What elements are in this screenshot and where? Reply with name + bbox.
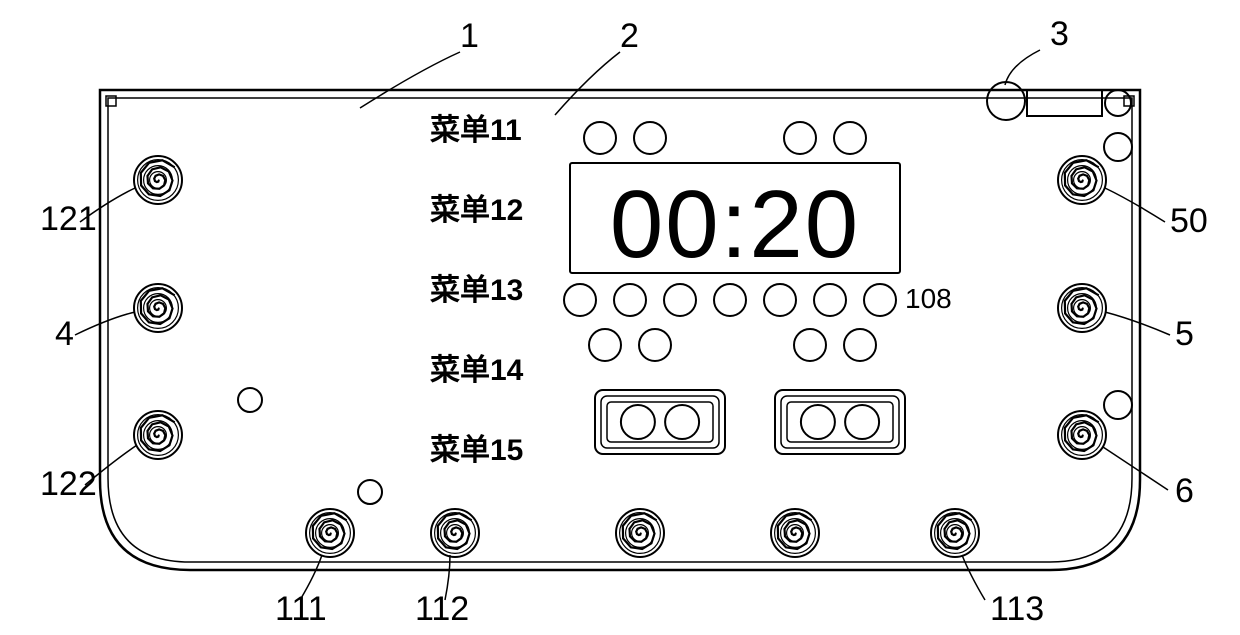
callout-label-3: 3 <box>1050 15 1069 53</box>
callout-leader <box>1103 447 1168 490</box>
screw <box>1058 411 1106 459</box>
indicator-icon <box>764 284 796 316</box>
indicator-icon <box>584 122 616 154</box>
indicator-icon <box>614 284 646 316</box>
screw <box>1058 156 1106 204</box>
mounting-hole <box>1104 391 1132 419</box>
callout-label-50: 50 <box>1170 202 1208 240</box>
callout-label-113: 113 <box>990 590 1044 628</box>
callout-label-5: 5 <box>1175 315 1194 353</box>
menu-item-13: 菜单13 <box>430 274 523 307</box>
menu-item-14: 菜单14 <box>430 354 524 387</box>
indicator-icon <box>639 329 671 361</box>
menu-item-12: 菜单12 <box>430 194 523 227</box>
time-display-value: 00:20 <box>610 171 860 278</box>
callout-leader <box>1105 188 1165 222</box>
callout-leader <box>1105 312 1170 335</box>
indicator-icon <box>834 122 866 154</box>
screw <box>1058 284 1106 332</box>
indicator-icon <box>589 329 621 361</box>
screw <box>931 509 979 557</box>
mounting-hole <box>238 388 262 412</box>
mounting-hole <box>987 82 1025 120</box>
screw <box>134 156 182 204</box>
connector-module-1 <box>775 390 905 454</box>
indicator-icon <box>714 284 746 316</box>
connector-module-0 <box>595 390 725 454</box>
callout-label-111: 111 <box>275 590 327 628</box>
diagram-root: 菜单11 菜单12 菜单13 菜单14 菜单15 00:20 108 1 2 3 121 4 122 11… <box>0 0 1240 635</box>
mounting-hole <box>358 480 382 504</box>
top-slot <box>1027 90 1102 116</box>
callout-leader <box>555 52 620 115</box>
callout-label-2: 2 <box>620 17 639 55</box>
callout-leader <box>1005 50 1040 85</box>
menu-item-11: 菜单11 <box>430 114 522 147</box>
indicator-icon <box>864 284 896 316</box>
callout-label-112: 112 <box>415 590 469 628</box>
screw <box>431 509 479 557</box>
indicator-label-108: 108 <box>905 283 952 314</box>
callout-label-121: 121 <box>40 200 97 238</box>
indicator-icon <box>794 329 826 361</box>
indicator-icon <box>564 284 596 316</box>
indicator-icon <box>844 329 876 361</box>
screw <box>134 284 182 332</box>
callout-label-4: 4 <box>55 315 74 353</box>
screw <box>134 411 182 459</box>
indicator-icon <box>784 122 816 154</box>
callout-leader <box>75 312 135 335</box>
callout-leader <box>360 52 460 108</box>
indicator-icon <box>664 284 696 316</box>
callout-label-6: 6 <box>1175 472 1194 510</box>
indicator-icon <box>634 122 666 154</box>
menu-item-15: 菜单15 <box>430 434 523 467</box>
mounting-hole <box>1105 90 1131 116</box>
screw <box>771 509 819 557</box>
callout-label-1: 1 <box>460 17 479 55</box>
callout-label-122: 122 <box>40 465 97 503</box>
mounting-hole <box>1104 133 1132 161</box>
screw <box>306 509 354 557</box>
indicator-icon <box>814 284 846 316</box>
panel-inner <box>108 98 1132 562</box>
screw <box>616 509 664 557</box>
